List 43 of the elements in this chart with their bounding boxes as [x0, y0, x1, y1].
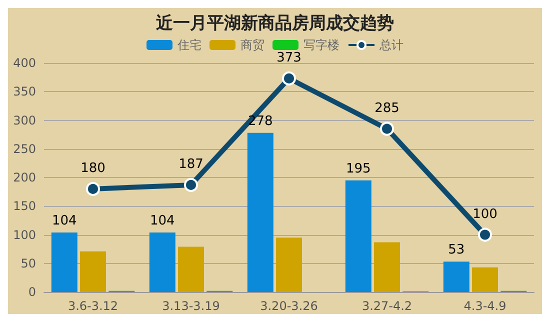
x-tick-label: 4.3-4.9 [464, 299, 506, 313]
bar [345, 180, 372, 292]
legend-label: 住宅 [176, 38, 202, 52]
bar [374, 242, 400, 292]
point [86, 182, 100, 196]
y-tick-label: 300 [13, 113, 36, 128]
chart-title: 近一月平湖新商品房周成交趋势 [155, 14, 394, 34]
bar [247, 132, 274, 292]
y-tick-label: 200 [13, 170, 36, 184]
data-label: 180 [80, 160, 106, 176]
y-tick-label: 100 [13, 228, 36, 242]
x-tick-label: 3.13-3.19 [162, 299, 220, 313]
point [478, 228, 492, 242]
y-tick-label: 150 [13, 199, 36, 214]
x-tick-label: 3.20-3.26 [260, 299, 318, 313]
data-label: 187 [178, 156, 204, 172]
y-tick-label: 50 [20, 256, 36, 270]
x-tick-label: 3.6-3.12 [68, 299, 118, 313]
bar [472, 267, 498, 292]
data-label: 104 [150, 213, 175, 228]
bar [178, 246, 204, 292]
y-tick-label: 350 [13, 84, 36, 99]
y-tick-label: 400 [13, 56, 36, 70]
y-tick-label: 250 [13, 142, 36, 156]
data-label: 195 [346, 161, 371, 176]
bar [80, 251, 106, 292]
data-label: 104 [52, 213, 77, 228]
bar [149, 232, 176, 292]
point [184, 178, 198, 192]
legend-label: 商贸 [240, 38, 264, 52]
data-label: 285 [374, 100, 400, 116]
data-label: 53 [448, 242, 465, 258]
bar [276, 238, 302, 292]
data-label: 100 [472, 206, 498, 222]
legend-label: 总计 [378, 38, 404, 52]
data-label: 373 [276, 50, 302, 66]
bar [51, 232, 78, 292]
point [282, 71, 296, 86]
legend-label: 写字楼 [304, 38, 340, 52]
bar [443, 262, 470, 292]
point [380, 122, 394, 136]
y-tick-label: 0 [28, 285, 36, 299]
x-tick-label: 3.27-4.2 [362, 299, 412, 313]
